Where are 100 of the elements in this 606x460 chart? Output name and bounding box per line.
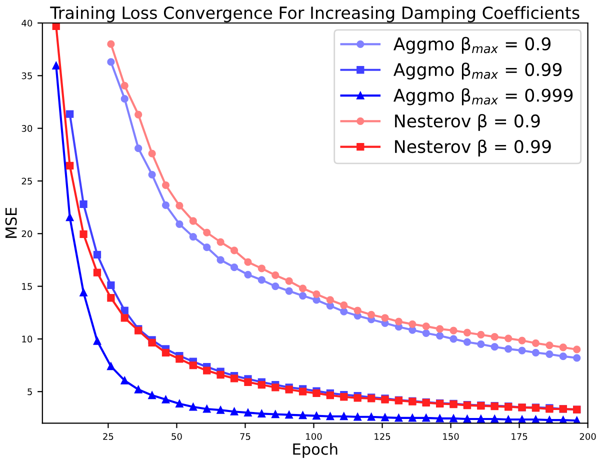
point xyxy=(340,393,348,401)
point xyxy=(518,336,526,344)
point xyxy=(148,391,156,400)
x-axis-title: Epoch xyxy=(293,443,338,458)
x-tick-label: 200 xyxy=(580,433,596,440)
point xyxy=(216,406,224,414)
point xyxy=(312,389,320,398)
point xyxy=(532,339,540,347)
point xyxy=(244,408,252,416)
y-tick-label: 35 xyxy=(22,72,32,80)
point xyxy=(93,337,102,345)
point xyxy=(216,370,224,379)
point xyxy=(203,244,211,252)
point xyxy=(298,388,307,396)
point xyxy=(477,415,485,423)
point xyxy=(532,348,540,356)
point xyxy=(203,366,211,374)
y-tick-label: 10 xyxy=(22,336,32,343)
point xyxy=(134,144,142,152)
y-tick-label: 15 xyxy=(22,283,32,290)
y-tick-label: 5 xyxy=(28,388,32,396)
point xyxy=(216,238,224,246)
point xyxy=(298,292,307,300)
legend-label: Aggmo β$_{max}$ = 0.999 xyxy=(394,88,573,106)
y-tick-label: 30 xyxy=(22,125,32,132)
point xyxy=(354,413,362,421)
legend-label: Aggmo β$_{max}$ = 0.99 xyxy=(394,62,562,80)
point xyxy=(176,202,184,210)
point xyxy=(52,62,60,70)
point xyxy=(162,396,170,404)
point xyxy=(66,162,74,170)
point xyxy=(176,355,184,363)
point xyxy=(107,362,115,370)
point xyxy=(272,410,280,418)
point xyxy=(203,228,211,236)
point xyxy=(80,230,88,238)
point xyxy=(490,333,498,341)
point xyxy=(518,346,526,354)
point xyxy=(298,411,307,420)
point xyxy=(490,415,498,423)
point xyxy=(394,414,403,422)
point xyxy=(120,306,128,314)
point xyxy=(367,413,376,421)
point xyxy=(216,256,224,264)
x-tick-label: 150 xyxy=(443,433,459,440)
point xyxy=(162,201,170,210)
point xyxy=(340,412,348,420)
point xyxy=(148,150,156,158)
point xyxy=(326,296,334,304)
point xyxy=(559,352,567,360)
point xyxy=(189,361,197,370)
chart-title: Training Loss Convergence For Increasing Damping Coefficients xyxy=(50,6,580,22)
point xyxy=(285,277,293,285)
point xyxy=(490,343,498,351)
point xyxy=(546,341,554,350)
point xyxy=(285,410,293,419)
point xyxy=(450,335,458,343)
point xyxy=(258,264,266,272)
point xyxy=(573,346,581,354)
point xyxy=(230,246,238,254)
point xyxy=(381,314,389,322)
point xyxy=(463,328,472,336)
legend-label: Nesterov β = 0.9 xyxy=(395,114,540,131)
point xyxy=(66,110,74,118)
y-tick-label: 20 xyxy=(22,230,32,238)
x-tick-label: 50 xyxy=(172,433,182,440)
x-tick-label: 125 xyxy=(374,433,390,440)
point xyxy=(436,325,444,333)
point xyxy=(244,378,252,386)
point xyxy=(422,329,430,337)
point xyxy=(463,338,472,346)
point xyxy=(244,270,252,279)
point xyxy=(189,217,197,225)
point xyxy=(408,320,416,328)
point xyxy=(367,310,376,319)
point xyxy=(326,412,334,420)
point xyxy=(107,281,115,290)
point xyxy=(436,332,444,340)
point xyxy=(162,348,170,356)
point xyxy=(285,287,293,295)
legend-label: Nesterov β = 0.99 xyxy=(395,140,551,156)
point xyxy=(340,308,348,316)
point xyxy=(504,334,512,342)
y-axis-title: MSE xyxy=(5,208,17,238)
point xyxy=(272,271,280,280)
point xyxy=(504,345,512,353)
point xyxy=(120,376,128,384)
legend-label: Aggmo β$_{max}$ = 0.9 xyxy=(394,36,551,54)
x-tick-label: 25 xyxy=(103,433,114,440)
point xyxy=(436,414,444,422)
point xyxy=(148,170,156,178)
point xyxy=(258,380,266,389)
point xyxy=(463,415,472,423)
point xyxy=(408,414,416,422)
y-tick-label: 40 xyxy=(22,20,32,27)
point xyxy=(258,276,266,284)
point xyxy=(162,181,170,190)
point xyxy=(148,338,156,346)
point xyxy=(52,23,60,30)
point xyxy=(326,391,334,400)
